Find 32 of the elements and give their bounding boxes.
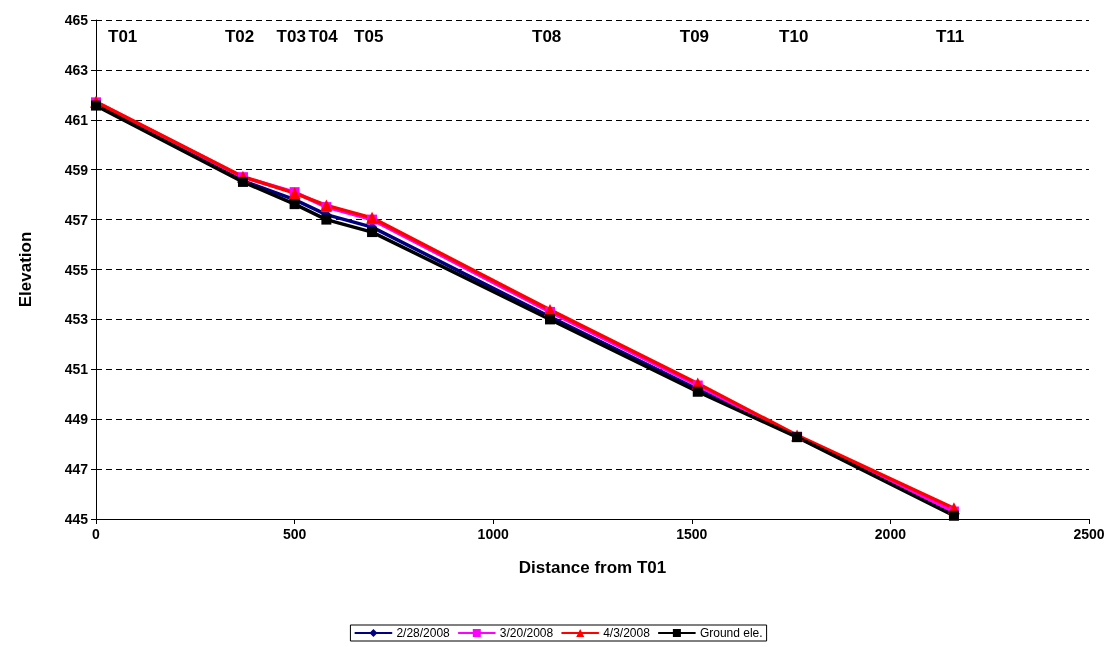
annotation: T02 (224, 27, 255, 46)
annotation: T03 (276, 27, 306, 46)
legend-label: 4/3/2008 (603, 626, 651, 640)
x-axis-title: Distance from T01 (518, 558, 667, 577)
annotation: T11 (935, 27, 965, 46)
y-tick-label: 447 (64, 461, 89, 478)
annotation: T09 (679, 27, 710, 46)
y-tick-label: 457 (64, 211, 89, 228)
annotation: T10 (779, 27, 809, 46)
y-tick-label: 445 (64, 511, 89, 527)
legend-label: 2/28/2008 (396, 626, 451, 640)
x-tick-label: 500 (282, 526, 307, 542)
x-tick-label: 0 (92, 526, 101, 542)
annotation: T01 (108, 27, 138, 46)
x-tick-label: 2000 (874, 526, 907, 542)
y-tick-label: 465 (64, 12, 89, 28)
legend-label: 3/20/2008 (499, 626, 554, 640)
legend-label: Ground ele. (699, 626, 763, 640)
y-tick-label: 455 (64, 261, 89, 278)
annotation: T04 (308, 27, 339, 46)
x-tick-label: 1000 (477, 526, 509, 542)
y-tick-label: 449 (64, 411, 89, 428)
annotation: T08 (532, 27, 562, 46)
y-axis-title: Elevation (16, 231, 35, 308)
x-tick-label: 1500 (676, 526, 708, 542)
x-tick-label: 2500 (1073, 526, 1105, 542)
y-tick-label: 459 (64, 161, 89, 178)
y-tick-label: 451 (64, 361, 89, 378)
annotation: T05 (354, 27, 384, 46)
y-tick-label: 461 (64, 111, 89, 128)
y-tick-label: 463 (64, 61, 89, 78)
y-tick-label: 453 (64, 311, 89, 328)
